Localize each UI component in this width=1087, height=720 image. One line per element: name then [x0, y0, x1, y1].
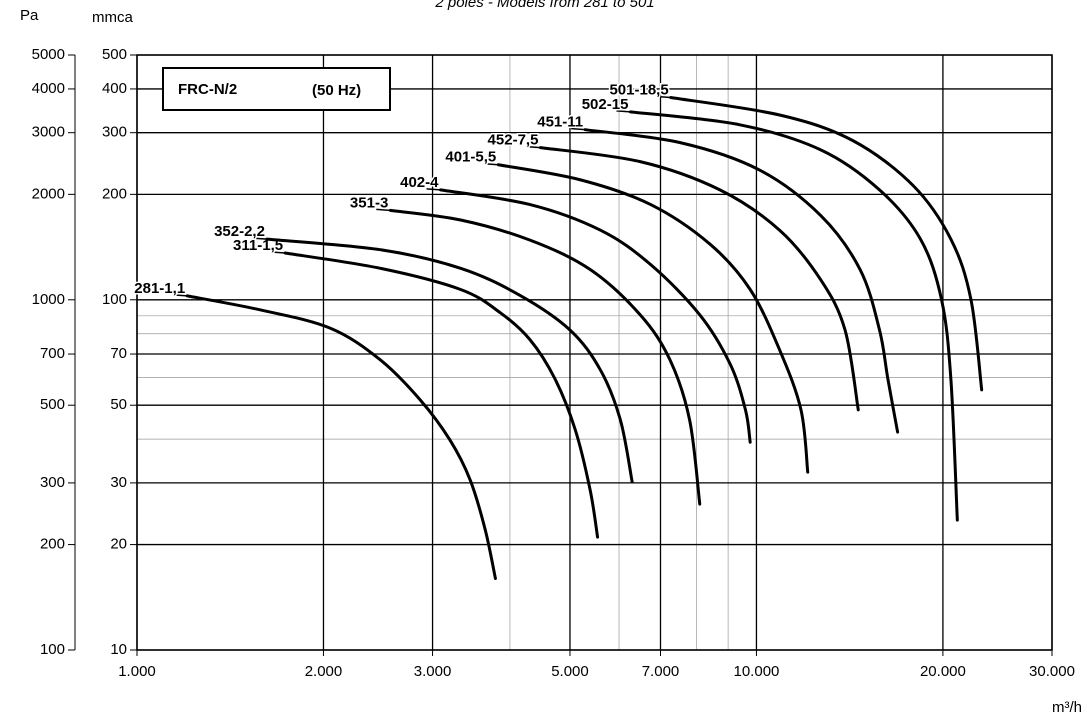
chart-title: 2 poles - Models from 281 to 501 [434, 0, 654, 11]
y-tick-label: 200 [102, 185, 127, 202]
curve-label: 452-7,5 [488, 132, 539, 149]
x-tick-label: 5.000 [551, 663, 589, 680]
y-tick-label: 100 [102, 291, 127, 308]
x-tick-label: 20.000 [920, 663, 966, 680]
curve-label: 501-18,5 [609, 82, 668, 99]
y2-tick-label: 1000 [32, 291, 65, 308]
fan-curve [496, 163, 810, 474]
x-tick-label: 3.000 [414, 663, 452, 680]
x-axis-label: m³/h [1052, 699, 1082, 716]
curves: 281-1,1311-1,5352-2,2351-3402-4401-5,545… [133, 80, 984, 581]
fan-curve [388, 208, 702, 506]
label-leader [426, 188, 441, 191]
curve-label: 402-4 [400, 174, 439, 191]
fan-curve [628, 110, 959, 522]
fan-curve [583, 128, 900, 434]
x-tick-label: 2.000 [305, 663, 343, 680]
y2-axis-label: Pa [20, 7, 39, 24]
y2-tick-label: 4000 [32, 80, 65, 97]
y-tick-label: 10 [110, 641, 127, 658]
label-leader [271, 251, 286, 254]
plot-border [136, 54, 1053, 651]
y2-tick-label: 5000 [32, 46, 65, 63]
grid [68, 54, 1053, 656]
x-tick-label: 7.000 [642, 663, 680, 680]
y-tick-label: 300 [102, 124, 127, 141]
x-tick-label: 30.000 [1029, 663, 1075, 680]
curve-label: 351-3 [350, 194, 388, 211]
label-leader [656, 95, 671, 99]
y2-tick-label: 200 [40, 536, 65, 553]
y2-tick-label: 700 [40, 345, 65, 362]
y2-tick-label: 3000 [32, 124, 65, 141]
x-tick-label: 1.000 [118, 663, 156, 680]
curve-label: 352-2,2 [214, 223, 265, 240]
y2-tick-label: 2000 [32, 185, 65, 202]
fan-curve [283, 251, 600, 539]
curve-label: 401-5,5 [445, 149, 496, 166]
fan-curve [538, 146, 860, 412]
y-axis-label: mmca [92, 9, 133, 26]
curve-label: 451-11 [537, 114, 583, 131]
y2-tick-label: 500 [40, 396, 65, 413]
label-leader [526, 145, 541, 149]
label-leader [252, 237, 268, 240]
fan-curve [185, 294, 497, 581]
curve-label: 502-15 [582, 96, 629, 113]
y-tick-label: 30 [110, 474, 127, 491]
x-tick-label: 10.000 [734, 663, 780, 680]
fan-curve [439, 188, 752, 444]
label-leader [571, 127, 586, 131]
model-label: FRC-N/2 [178, 81, 237, 98]
y2-tick-label: 300 [40, 474, 65, 491]
y-tick-label: 400 [102, 80, 127, 97]
legend-box [162, 67, 391, 111]
label-leader [376, 208, 391, 212]
label-leader [484, 162, 499, 166]
fan-curve [265, 237, 634, 484]
y-tick-label: 500 [102, 46, 127, 63]
curve-label: 281-1,1 [134, 280, 185, 297]
label-leader [616, 110, 631, 113]
y-tick-label: 50 [110, 396, 127, 413]
frequency-label: (50 Hz) [312, 82, 361, 99]
label-leader [173, 294, 188, 297]
y-tick-label: 20 [110, 536, 127, 553]
y-tick-label: 70 [110, 345, 127, 362]
fan-curve [669, 96, 984, 392]
y2-tick-label: 100 [40, 641, 65, 658]
